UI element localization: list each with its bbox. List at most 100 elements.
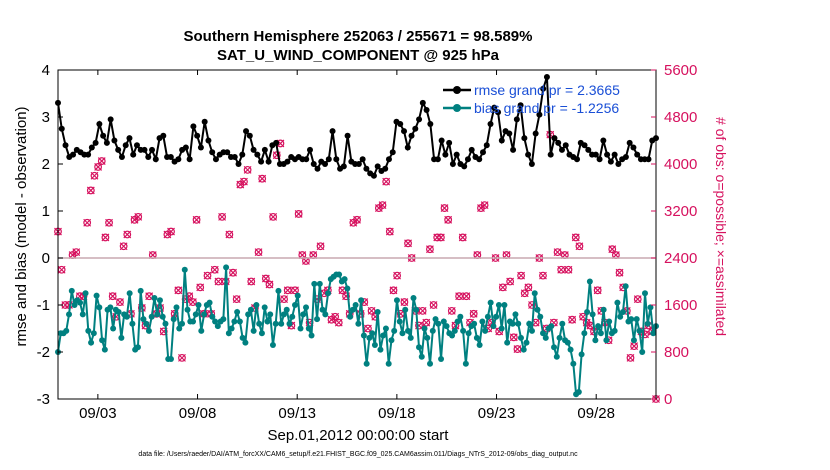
obs-possible-marker bbox=[178, 353, 186, 362]
bias-point bbox=[493, 313, 500, 320]
bias-point bbox=[517, 334, 524, 341]
obs-assimilated-marker bbox=[334, 318, 343, 327]
bias-point bbox=[300, 311, 307, 318]
bias-point bbox=[101, 346, 108, 353]
obs-assimilated-marker bbox=[214, 277, 223, 286]
bias-point bbox=[82, 290, 89, 297]
obs-possible-marker bbox=[524, 283, 533, 292]
obs-possible-marker bbox=[469, 309, 478, 318]
rmse-point bbox=[536, 111, 543, 118]
bias-point bbox=[457, 313, 464, 320]
obs-possible-marker bbox=[539, 271, 547, 280]
bias-point bbox=[311, 280, 318, 287]
obs-possible-marker bbox=[229, 268, 237, 277]
obs-possible-marker bbox=[101, 233, 110, 242]
bias-point bbox=[322, 311, 329, 318]
bias-point bbox=[250, 327, 257, 334]
obs-assimilated-marker bbox=[192, 215, 201, 224]
rmse-point bbox=[442, 151, 449, 158]
obs-count-point bbox=[615, 268, 624, 277]
obs-possible-marker bbox=[210, 265, 219, 274]
rmse-point bbox=[558, 146, 565, 153]
obs-count-point bbox=[229, 268, 237, 277]
obs-assimilated-marker bbox=[382, 177, 391, 186]
legend-label: bias grand pr = -1.2256 bbox=[474, 100, 619, 116]
bias-point bbox=[416, 344, 423, 351]
obs-possible-marker bbox=[119, 242, 128, 251]
bias-point bbox=[192, 311, 199, 318]
rmse-point bbox=[197, 144, 204, 151]
bias-point bbox=[382, 325, 389, 332]
bias-point bbox=[170, 316, 177, 323]
rmse-point bbox=[107, 116, 114, 123]
bias-point bbox=[195, 302, 202, 308]
rmse-point bbox=[130, 151, 137, 158]
obs-assimilated-marker bbox=[145, 292, 154, 301]
obs-count-point bbox=[334, 318, 343, 327]
obs-assimilated-marker bbox=[72, 248, 81, 257]
obs-possible-marker bbox=[108, 292, 117, 301]
obs-possible-marker bbox=[455, 292, 463, 301]
bias-point bbox=[567, 346, 574, 353]
rmse-point bbox=[100, 132, 107, 139]
obs-count-point bbox=[382, 177, 391, 186]
obs-possible-marker bbox=[203, 271, 212, 280]
obs-count-point bbox=[564, 265, 573, 274]
bias-point bbox=[347, 313, 354, 320]
legend-entry-rmse: rmse grand pr = 2.3665 bbox=[443, 82, 620, 98]
rmse-point bbox=[427, 121, 434, 128]
obs-possible-marker bbox=[418, 306, 427, 315]
obs-count-point bbox=[393, 271, 402, 280]
obs-assimilated-marker bbox=[210, 265, 219, 274]
rmse-point bbox=[85, 151, 92, 158]
obs-assimilated-marker bbox=[393, 271, 402, 280]
bias-point bbox=[636, 327, 643, 334]
rmse-point bbox=[190, 123, 197, 130]
obs-count-point bbox=[261, 274, 270, 283]
obs-assimilated-marker bbox=[97, 157, 106, 165]
bias-point bbox=[184, 306, 191, 313]
obs-count-point bbox=[513, 345, 522, 353]
obs-possible-marker bbox=[334, 318, 343, 327]
obs-assimilated-marker bbox=[506, 277, 515, 286]
bias-point bbox=[143, 320, 150, 327]
obs-count-point bbox=[97, 157, 106, 165]
bias-point bbox=[551, 344, 558, 351]
bias-point bbox=[303, 304, 310, 311]
bias-point bbox=[380, 332, 387, 339]
obs-possible-marker bbox=[367, 306, 376, 315]
bias-point bbox=[79, 311, 86, 318]
obs-count-point bbox=[630, 342, 639, 351]
rmse-point bbox=[329, 128, 336, 135]
obs-possible-marker bbox=[506, 277, 515, 286]
obs-count-point bbox=[134, 212, 143, 221]
bias-point bbox=[465, 330, 472, 337]
obs-count-point bbox=[254, 248, 263, 257]
obs-possible-marker bbox=[615, 268, 624, 277]
obs-count-markers bbox=[54, 130, 660, 403]
obs-assimilated-marker bbox=[243, 165, 252, 174]
y-right-tick-label: 0 bbox=[664, 391, 672, 408]
data-file-footnote: data file: /Users/raeder/DAI/ATM_forcXX/… bbox=[138, 451, 578, 458]
rmse-point bbox=[141, 146, 148, 153]
bias-point bbox=[606, 318, 613, 325]
obs-assimilated-marker bbox=[517, 271, 526, 280]
obs-count-point bbox=[440, 204, 449, 212]
bias-point bbox=[647, 304, 654, 311]
obs-assimilated-marker bbox=[571, 233, 580, 242]
obs-possible-marker bbox=[608, 245, 617, 254]
rmse-point bbox=[103, 139, 110, 146]
obs-possible-marker bbox=[400, 298, 409, 306]
bias-point bbox=[148, 313, 155, 320]
obs-assimilated-marker bbox=[436, 233, 445, 242]
obs-assimilated-marker bbox=[265, 280, 274, 289]
bias-point bbox=[388, 337, 395, 344]
obs-count-point bbox=[123, 230, 132, 239]
obs-possible-marker bbox=[444, 215, 453, 224]
obs-assimilated-marker bbox=[539, 271, 547, 280]
obs-possible-marker bbox=[426, 245, 434, 254]
obs-possible-marker bbox=[557, 265, 566, 274]
y-right-tick-label: 800 bbox=[664, 344, 689, 361]
bias-point bbox=[181, 266, 188, 273]
obs-possible-marker bbox=[517, 271, 525, 280]
